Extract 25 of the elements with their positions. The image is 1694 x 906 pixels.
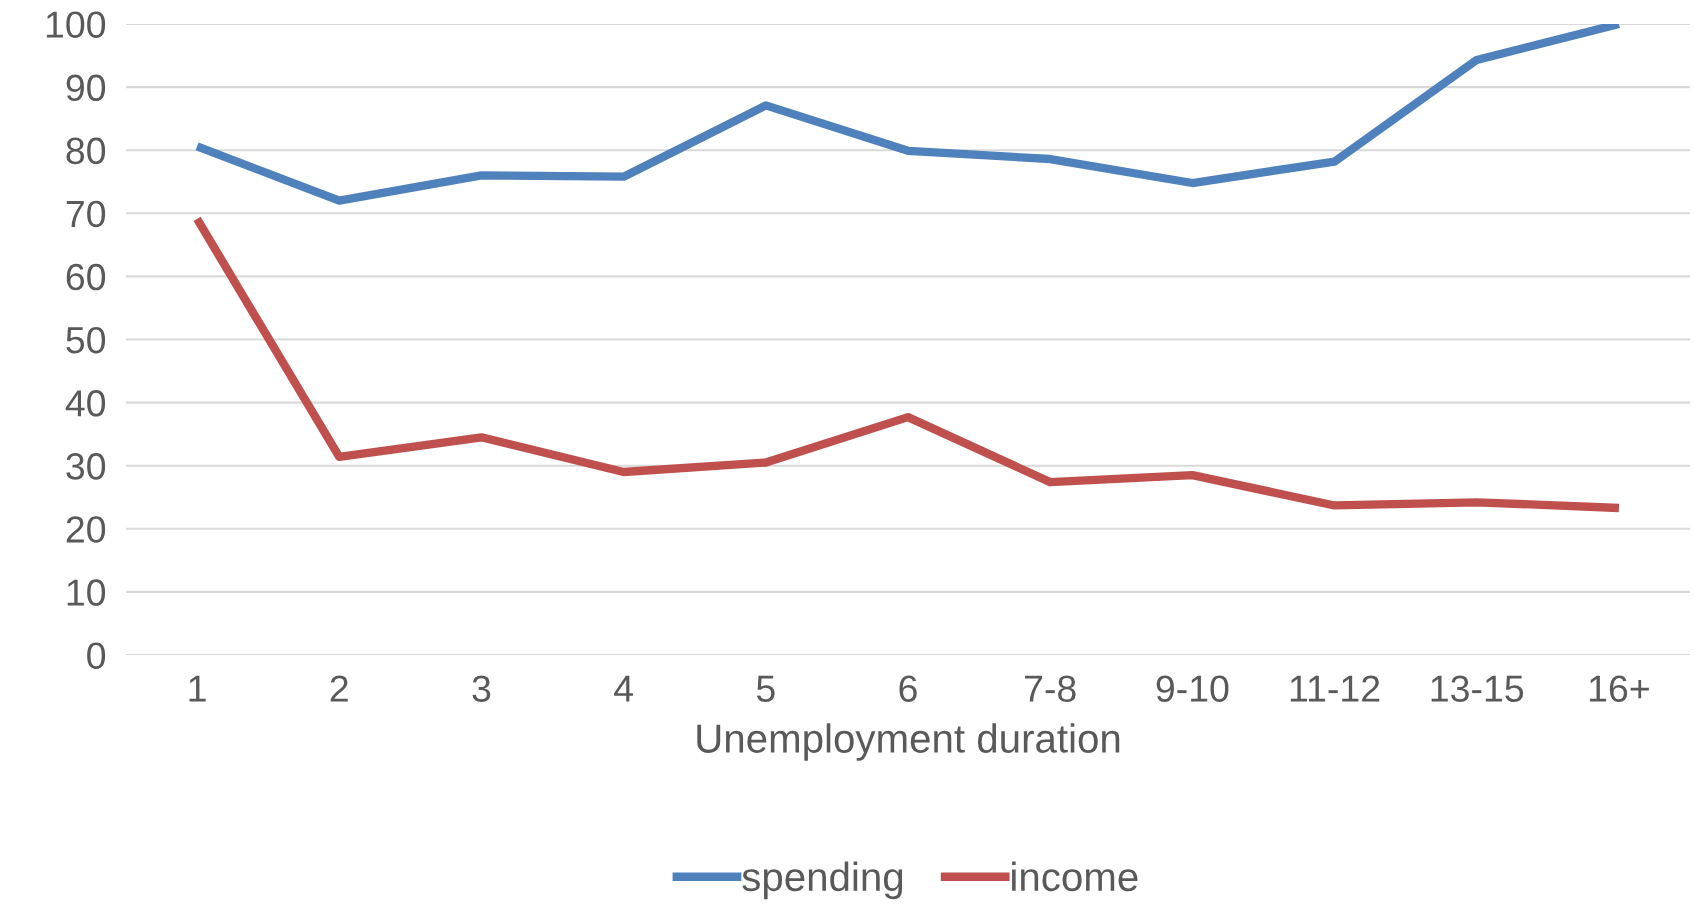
x-tick-label: 3 xyxy=(472,675,491,702)
y-tick-label: 10 xyxy=(67,579,106,606)
x-tick-label: 16+ xyxy=(1589,675,1649,702)
legend-label: income xyxy=(1012,861,1138,892)
y-tick-label: 70 xyxy=(66,200,106,228)
x-axis-title: Unemployment duration xyxy=(697,723,1120,761)
y-tick-label: 60 xyxy=(66,263,106,291)
x-tick-label: 5 xyxy=(756,675,775,702)
x-tick-label: 1 xyxy=(189,675,206,702)
y-tick-label: 30 xyxy=(66,453,106,480)
x-tick-label: 9-10 xyxy=(1156,675,1229,702)
y-tick-label: 90 xyxy=(66,74,106,102)
y-tick-label: 0 xyxy=(87,642,106,669)
legend-label: spending xyxy=(742,861,903,900)
y-tick-label: 100 xyxy=(46,11,106,38)
x-tick-label: 6 xyxy=(899,675,917,702)
x-tick-label: 11-12 xyxy=(1290,675,1380,702)
y-tick-label: 50 xyxy=(66,326,106,354)
x-tick-label: 4 xyxy=(614,675,633,702)
x-tick-label: 7-8 xyxy=(1025,675,1076,702)
x-tick-label: 2 xyxy=(330,675,348,702)
y-tick-label: 80 xyxy=(66,137,106,165)
x-tick-label: 13-15 xyxy=(1431,675,1524,702)
y-tick-label: 20 xyxy=(66,516,106,543)
y-tick-label: 40 xyxy=(65,390,106,417)
